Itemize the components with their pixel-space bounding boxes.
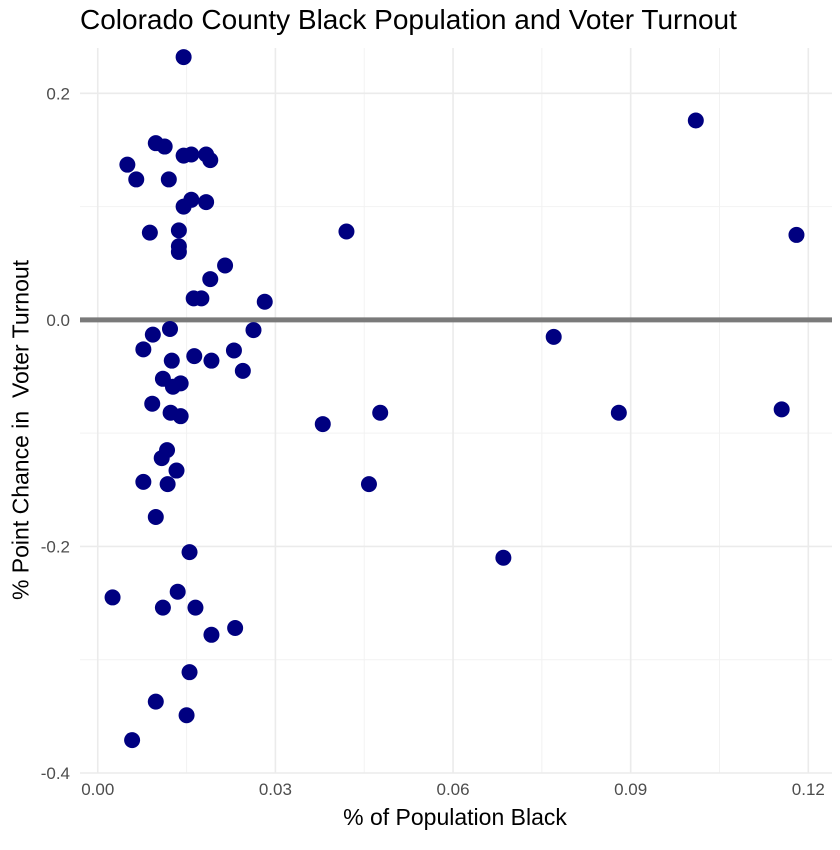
x-tick-label: 0.09 xyxy=(614,780,647,799)
data-point xyxy=(687,112,704,129)
data-point xyxy=(314,416,331,433)
data-point xyxy=(773,401,790,418)
data-point xyxy=(202,271,219,288)
data-point xyxy=(788,226,805,243)
data-point xyxy=(202,152,219,169)
data-point xyxy=(141,224,158,241)
data-point xyxy=(234,362,251,379)
data-point xyxy=(144,395,161,412)
x-axis-ticks: 0.00 0.03 0.06 0.09 0.12 xyxy=(81,780,825,799)
y-tick-label: 0.2 xyxy=(46,84,70,103)
data-point xyxy=(162,320,179,337)
data-points xyxy=(104,49,805,749)
data-point xyxy=(338,223,355,240)
data-point xyxy=(183,191,200,208)
chart-title: Colorado County Black Population and Vot… xyxy=(80,4,737,35)
y-tick-label: 0.0 xyxy=(46,311,70,330)
x-tick-label: 0.12 xyxy=(792,780,825,799)
data-point xyxy=(172,408,189,425)
data-point xyxy=(203,352,220,369)
y-axis-label-container: % Point Chance in Voter Turnout xyxy=(6,10,36,850)
data-point xyxy=(104,589,121,606)
data-point xyxy=(183,146,200,163)
data-point xyxy=(178,707,195,724)
data-point xyxy=(181,664,198,681)
data-point xyxy=(203,626,220,643)
data-point xyxy=(135,341,152,358)
data-point xyxy=(175,49,192,66)
x-axis-label: % of Population Black xyxy=(343,804,567,830)
data-point xyxy=(124,732,141,749)
data-point xyxy=(225,342,242,359)
data-point xyxy=(545,328,562,345)
data-point xyxy=(198,194,215,211)
data-point xyxy=(119,156,136,173)
minor-grid xyxy=(80,48,832,773)
data-point xyxy=(164,378,181,395)
data-point xyxy=(153,450,170,467)
data-point xyxy=(159,476,176,493)
data-point xyxy=(144,326,161,343)
data-point xyxy=(147,693,164,710)
data-point xyxy=(227,620,244,636)
data-point xyxy=(193,290,210,307)
data-point xyxy=(154,599,171,616)
data-point xyxy=(186,348,203,365)
data-point xyxy=(156,138,173,155)
y-tick-label: -0.4 xyxy=(41,764,70,783)
data-point xyxy=(360,476,377,493)
y-axis-ticks: -0.4 -0.2 0.0 0.2 xyxy=(41,84,70,783)
x-tick-label: 0.03 xyxy=(259,780,292,799)
x-tick-label: 0.06 xyxy=(436,780,469,799)
data-point xyxy=(610,404,627,421)
data-point xyxy=(160,171,177,188)
y-axis-label: % Point Chance in Voter Turnout xyxy=(7,259,34,601)
data-point xyxy=(245,322,262,339)
data-point xyxy=(187,599,204,616)
data-point xyxy=(169,583,186,600)
data-point xyxy=(181,544,198,561)
data-point xyxy=(170,222,187,239)
data-point xyxy=(135,473,152,490)
data-point xyxy=(495,549,512,566)
y-tick-label: -0.2 xyxy=(41,537,70,556)
data-point xyxy=(163,352,180,369)
data-point xyxy=(170,243,187,260)
data-point xyxy=(147,508,164,525)
data-point xyxy=(168,462,185,479)
data-point xyxy=(217,257,234,274)
data-point xyxy=(256,293,273,310)
x-tick-label: 0.00 xyxy=(81,780,114,799)
data-point xyxy=(128,171,145,188)
data-point xyxy=(372,404,389,421)
